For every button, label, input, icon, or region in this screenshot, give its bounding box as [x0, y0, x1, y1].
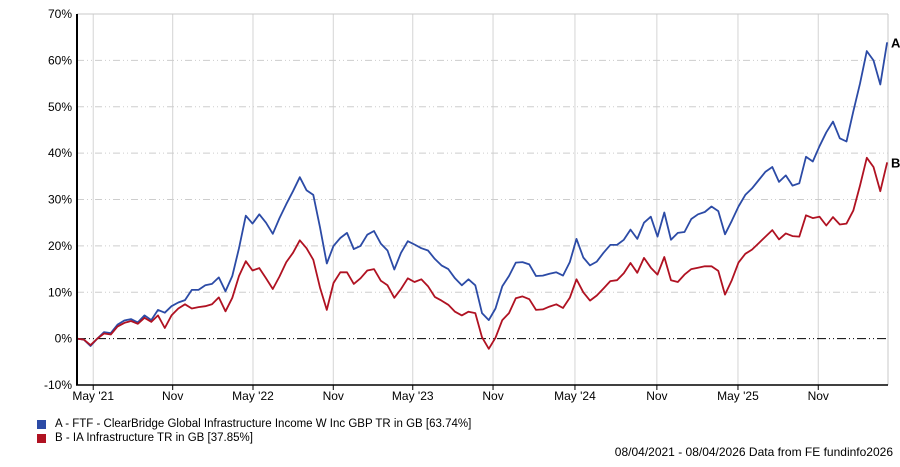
- series-b-end-label: B: [891, 156, 900, 171]
- x-axis-tick-label: May '21: [72, 389, 114, 403]
- series-a-legend-label: A - FTF - ClearBridge Global Infrastruct…: [55, 418, 472, 430]
- gridlines: [77, 13, 889, 385]
- x-axis-tick-label: Nov: [323, 389, 344, 403]
- x-axis-tick-label: May '22: [232, 389, 274, 403]
- series-a-end-label: A: [891, 36, 900, 51]
- x-axis-tick-label: May '25: [717, 389, 759, 403]
- x-axis-tick-label: Nov: [162, 389, 183, 403]
- y-axis-tick-label: 70%: [48, 7, 72, 21]
- x-axis-tick-label: May '23: [392, 389, 434, 403]
- x-axis-tick-label: Nov: [482, 389, 503, 403]
- axes: 70% 60% 50% 40% 30% 20% 10% 0% -10%May '21 Nov May…: [44, 7, 888, 403]
- y-axis-tick-label: 20%: [48, 239, 72, 253]
- y-axis-tick-label: 40%: [48, 146, 72, 160]
- series-lines: [76, 42, 888, 350]
- legend-item-a: A - FTF - ClearBridge Global Infrastruct…: [37, 417, 471, 431]
- series-a-swatch-icon: [37, 419, 46, 429]
- performance-line-chart: 70% 60% 50% 40% 30% 20% 10% 0% -10%May '21 Nov May…: [44, 7, 900, 403]
- legend: A - FTF - ClearBridge Global Infrastruct…: [37, 417, 471, 445]
- x-axis-tick-label: Nov: [808, 389, 829, 403]
- series-b-legend-label: B - IA Infrastructure TR in GB [37.85%]: [55, 432, 253, 444]
- x-axis-tick-label: May '24: [554, 389, 596, 403]
- y-axis-tick-label: 0%: [55, 332, 73, 346]
- y-axis-tick-label: 50%: [48, 100, 72, 114]
- y-axis-tick-label: 60%: [48, 53, 72, 67]
- legend-item-b: B - IA Infrastructure TR in GB [37.85%]: [37, 431, 471, 445]
- y-axis-tick-label: -10%: [44, 378, 72, 392]
- x-axis-tick-label: Nov: [646, 389, 667, 403]
- series-b-swatch-icon: [37, 433, 46, 443]
- series-a-line: [76, 42, 888, 347]
- y-axis-tick-label: 30%: [48, 193, 72, 207]
- y-axis-tick-label: 10%: [48, 285, 72, 299]
- footer-date-range-source: 08/04/2021 - 08/04/2026 Data from FE fun…: [614, 445, 893, 459]
- series-b-line: [76, 156, 888, 350]
